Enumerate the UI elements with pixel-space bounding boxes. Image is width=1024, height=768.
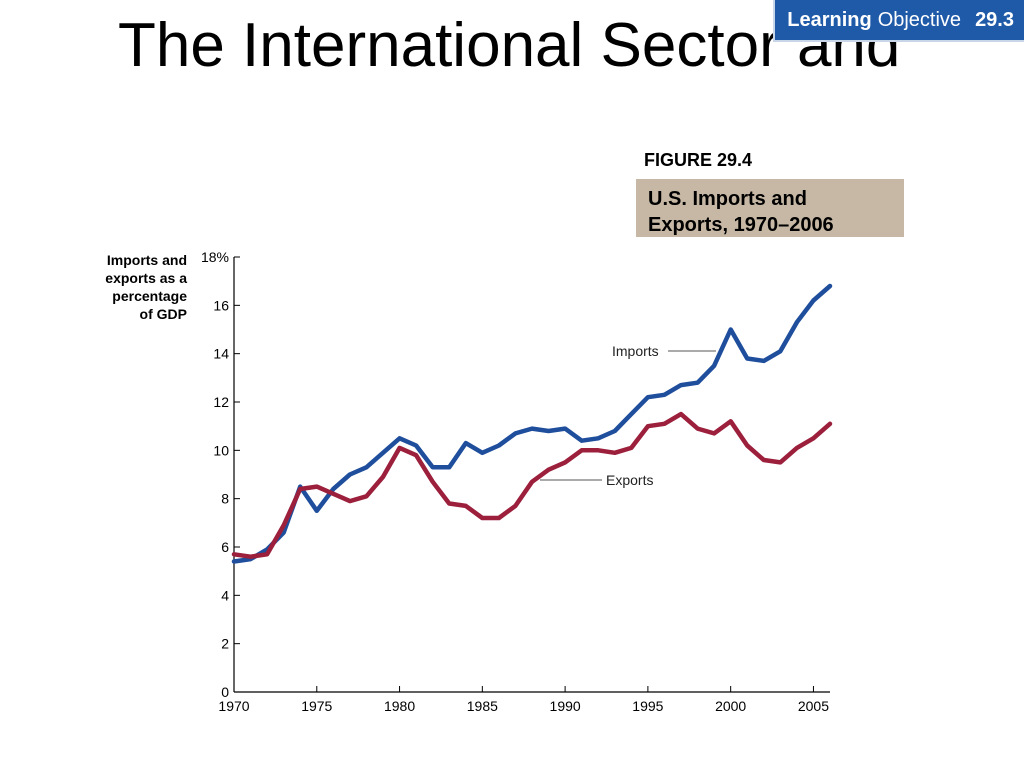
figure-caption: U.S. Imports and Exports, 1970–2006 [636,179,904,237]
figure-caption-line1: U.S. Imports and [648,188,807,210]
x-tick-label: 1970 [218,698,249,714]
figure-caption-line2: Exports, 1970–2006 [648,214,834,236]
x-tick-label: 1975 [301,698,332,714]
x-tick-label: 2000 [715,698,746,714]
x-tick-label: 1990 [550,698,581,714]
y-tick-label: 12 [213,394,229,410]
y-tick-label: 2 [221,636,229,652]
y-tick-label: 8 [221,491,229,507]
series-label-imports: Imports [612,343,659,359]
series-label-exports: Exports [606,472,653,488]
badge-objective-label: Objective [877,8,962,31]
x-tick-label: 1980 [384,698,415,714]
series-line-exports [231,411,833,559]
y-tick-label: 14 [213,346,229,362]
figure-number: FIGURE 29.4 [644,150,753,170]
series-line-imports [231,283,833,564]
badge-objective-number: 29.3 [975,8,1014,31]
slide-title: The International Sector and [118,11,901,80]
y-tick-label: 16 [213,297,229,313]
y-tick-label: 18% [201,249,229,265]
badge-learning-label: Learning [787,8,872,31]
y-tick-label: 0 [221,684,229,700]
x-tick-label: 1985 [467,698,498,714]
learning-objective-badge: Learning Objective 29.3 [773,0,1024,42]
y-tick-label: 10 [213,442,229,458]
y-tick-label: 4 [221,587,229,603]
x-tick-label: 2005 [798,698,829,714]
x-tick-label: 1995 [632,698,663,714]
y-axis-label: Imports and exports as a percentage of G… [105,252,187,322]
y-tick-label: 6 [221,539,229,555]
